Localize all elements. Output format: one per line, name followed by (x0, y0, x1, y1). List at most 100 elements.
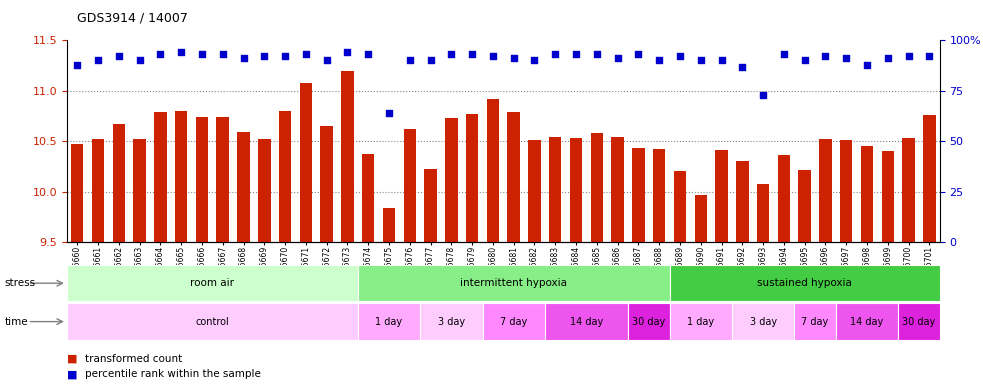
Bar (716, 150, 727, 242)
Text: 14 day: 14 day (850, 316, 884, 327)
Bar (736, 161, 748, 242)
Point (900, 53, 916, 60)
Bar (358, 265, 669, 301)
Point (506, 55, 522, 61)
Point (609, 55, 625, 61)
Bar (840, 140, 852, 242)
Bar (861, 146, 873, 242)
Bar (487, 99, 499, 242)
Point (921, 53, 937, 60)
Point (734, 63, 750, 70)
Bar (757, 184, 770, 242)
Bar (382, 208, 395, 242)
Bar (341, 71, 354, 242)
Bar (420, 303, 483, 340)
Bar (794, 303, 836, 340)
Point (361, 51, 376, 58)
Bar (669, 265, 940, 301)
Text: room air: room air (191, 278, 234, 288)
Bar (445, 118, 457, 242)
Bar (528, 140, 541, 242)
Bar (134, 139, 145, 242)
Text: 30 day: 30 day (632, 316, 665, 327)
Bar (113, 124, 125, 242)
Text: 1 day: 1 day (687, 316, 715, 327)
Bar (175, 111, 188, 242)
Bar (902, 138, 915, 242)
Bar (923, 115, 936, 242)
Bar (279, 111, 291, 242)
Bar (154, 112, 166, 242)
Point (194, 51, 209, 58)
Text: time: time (5, 316, 29, 327)
Point (672, 53, 688, 60)
Point (880, 55, 896, 61)
Point (630, 51, 646, 58)
Point (236, 55, 252, 61)
Bar (732, 303, 794, 340)
Bar (67, 265, 358, 301)
Bar (778, 155, 790, 242)
Bar (673, 171, 686, 242)
Point (859, 61, 875, 68)
Bar (882, 151, 894, 242)
Point (423, 57, 438, 63)
Point (277, 53, 293, 60)
Point (797, 57, 813, 63)
Point (381, 110, 397, 116)
Bar (67, 303, 358, 340)
Bar (611, 137, 624, 242)
Text: ■: ■ (67, 369, 78, 379)
Bar (653, 149, 665, 242)
Bar (570, 138, 582, 242)
Point (776, 51, 791, 58)
Bar (237, 132, 250, 242)
Bar (483, 303, 545, 340)
Point (443, 51, 459, 58)
Bar (425, 169, 436, 242)
Point (298, 51, 314, 58)
Point (464, 51, 480, 58)
Point (339, 49, 355, 55)
Text: 3 day: 3 day (749, 316, 777, 327)
Point (402, 57, 418, 63)
Text: GDS3914 / 14007: GDS3914 / 14007 (77, 12, 188, 25)
Bar (466, 114, 479, 242)
Point (589, 51, 605, 58)
Point (652, 57, 667, 63)
Text: 3 day: 3 day (437, 316, 465, 327)
Point (111, 53, 127, 60)
Text: stress: stress (5, 278, 36, 288)
Point (257, 53, 272, 60)
Bar (798, 170, 811, 242)
Point (152, 51, 168, 58)
Text: intermittent hypoxia: intermittent hypoxia (460, 278, 567, 288)
Bar (819, 139, 832, 242)
Bar (669, 303, 732, 340)
Point (527, 57, 543, 63)
Bar (898, 303, 940, 340)
Text: transformed count: transformed count (85, 354, 182, 364)
Bar (836, 303, 898, 340)
Bar (695, 195, 707, 242)
Text: ■: ■ (67, 354, 78, 364)
Point (838, 55, 854, 61)
Bar (404, 129, 416, 242)
Bar (300, 83, 312, 242)
Text: 14 day: 14 day (570, 316, 603, 327)
Bar (71, 144, 84, 242)
Text: 30 day: 30 day (902, 316, 936, 327)
Bar (507, 112, 520, 242)
Point (318, 57, 334, 63)
Point (485, 53, 500, 60)
Text: control: control (196, 316, 229, 327)
Point (568, 51, 584, 58)
Bar (91, 139, 104, 242)
Text: 7 day: 7 day (500, 316, 527, 327)
Point (215, 51, 231, 58)
Point (818, 53, 834, 60)
Text: percentile rank within the sample: percentile rank within the sample (85, 369, 260, 379)
Bar (362, 154, 375, 242)
Bar (591, 133, 603, 242)
Bar (632, 148, 645, 242)
